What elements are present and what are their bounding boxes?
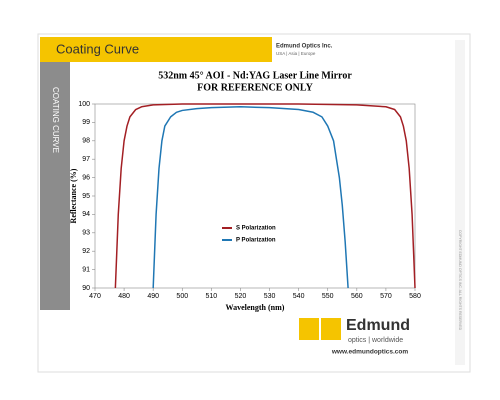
line xyxy=(152,106,349,289)
x-tick-label: 510 xyxy=(206,293,218,300)
y-tick-label: 94 xyxy=(82,211,90,218)
regions: USA | Asia | Europe xyxy=(276,51,316,56)
logo-block xyxy=(299,318,319,340)
x-tick-label: 550 xyxy=(322,293,334,300)
legend-label: P Polarization xyxy=(236,238,276,244)
y-tick-label: 95 xyxy=(82,193,90,200)
x-tick-label: 500 xyxy=(176,293,188,300)
legend-label: S Polarization xyxy=(236,226,276,232)
tagline: optics | worldwide xyxy=(348,337,403,344)
sheet xyxy=(37,33,471,373)
y-tick-label: 90 xyxy=(82,285,90,292)
x-tick-label: 520 xyxy=(235,293,247,300)
y-tick-label: 93 xyxy=(82,230,90,237)
y-tick-label: 99 xyxy=(82,119,90,126)
brand: Edmund xyxy=(346,317,410,334)
x-tick-label: 560 xyxy=(351,293,363,300)
y-tick-label: 96 xyxy=(82,174,90,181)
x-tick-label: 490 xyxy=(147,293,159,300)
url: www.edmundoptics.com xyxy=(331,349,409,356)
x-tick-label: 480 xyxy=(118,293,130,300)
chart-title: 532nm 45° AOI - Nd:YAG Laser Line Mirror xyxy=(158,70,352,81)
header-title: Coating Curve xyxy=(56,41,139,56)
y-tick-label: 92 xyxy=(82,248,90,255)
y-tick-label: 100 xyxy=(78,101,90,108)
x-axis-label: Wavelength (nm) xyxy=(226,303,285,312)
line xyxy=(114,103,416,289)
sidebar-label: COATING CURVE xyxy=(51,87,60,153)
x-tick-label: 530 xyxy=(264,293,276,300)
x-tick-label: 540 xyxy=(293,293,305,300)
chart-subtitle: FOR REFERENCE ONLY xyxy=(197,82,314,93)
logo-block xyxy=(321,318,341,340)
copyright: COPYRIGHT EDMUND OPTICS INC. ALL RIGHTS … xyxy=(458,230,462,331)
y-tick-label: 91 xyxy=(82,266,90,273)
x-tick-label: 570 xyxy=(380,293,392,300)
sidebar xyxy=(40,62,70,310)
copyright-strip xyxy=(455,40,465,365)
company: Edmund Optics Inc. xyxy=(276,44,333,50)
y-tick-label: 98 xyxy=(82,138,90,145)
y-axis-label: Reflectance (%) xyxy=(69,168,78,223)
y-tick-label: 97 xyxy=(82,156,90,163)
header-bar xyxy=(40,37,272,62)
x-tick-label: 580 xyxy=(409,293,421,300)
x-tick-label: 470 xyxy=(89,293,101,300)
